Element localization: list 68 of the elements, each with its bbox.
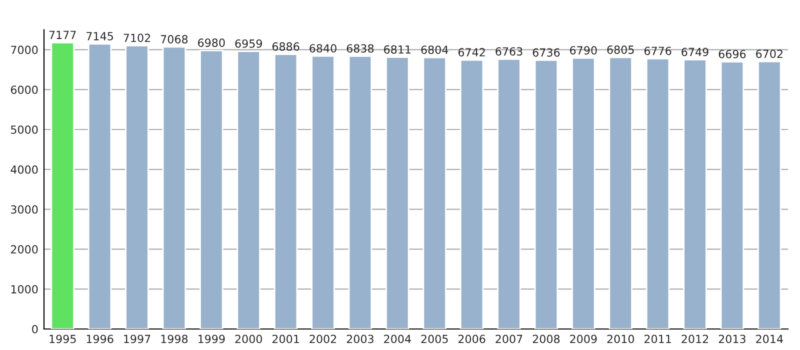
data-label: 6702 [756,50,782,58]
data-label: 6980 [198,38,225,47]
bar [386,56,410,329]
bar [683,59,707,329]
x-tick-label: 1997 [124,334,150,344]
bar [758,60,782,329]
x-tick-label: 2007 [496,334,522,344]
y-tick-label: 3000 [11,205,38,214]
data-label: 6749 [682,48,708,56]
data-label: 6736 [532,48,560,57]
data-label: 7177 [49,30,76,39]
bar [50,42,74,329]
x-tick-label: 2006 [458,334,486,344]
x-tick-label: 2012 [682,334,708,344]
y-tick-label: 2000 [10,245,38,254]
bar [162,46,186,329]
x-tick-label: 2010 [607,334,634,344]
data-label: 6805 [607,46,634,54]
x-tick-label: 2004 [384,334,411,344]
x-tick-label: 2005 [421,334,448,344]
data-label: 6838 [346,44,374,53]
data-label: 7102 [124,34,150,42]
bar [460,59,484,329]
x-tick-label: 2013 [718,334,746,344]
bar [348,55,372,329]
data-label: 7145 [86,32,113,40]
y-tick-label: 0 [32,324,38,334]
y-tick-label: 5000 [11,125,38,134]
y-tick-label: 7000 [11,46,38,54]
bar [274,54,298,329]
bar [608,56,632,329]
x-tick-label: 2008 [532,334,560,344]
x-tick-label: 1998 [161,334,188,344]
bar [720,61,744,329]
data-label: 6696 [718,50,746,58]
x-tick-label: 2003 [346,334,374,344]
bar [422,56,446,329]
x-tick-label: 2002 [310,334,336,344]
bar [311,55,335,329]
data-label: 6763 [496,47,522,56]
bar [646,58,670,329]
data-label: 6742 [458,48,485,56]
y-tick-label: 4000 [10,165,38,174]
data-label: 6811 [384,45,411,54]
data-label: 6959 [235,39,262,48]
data-label: 6790 [570,46,597,55]
x-tick-label: 2001 [272,334,299,344]
x-tick-label: 1999 [198,334,225,344]
bar [125,44,149,329]
x-tick-label: 2011 [644,334,671,344]
y-tick-label: 1000 [11,285,38,294]
x-tick-label: 2009 [570,334,597,344]
data-label: 6804 [421,46,448,54]
bar [497,58,521,329]
bar [200,50,224,329]
x-tick-label: 1996 [86,334,114,344]
x-tick-label: 2000 [235,334,262,344]
bar [534,60,558,329]
data-label: 6776 [644,46,672,56]
x-tick-label: 1995 [50,334,76,344]
data-label: 6886 [272,42,300,51]
data-label: 7068 [160,35,188,44]
bar [236,50,260,329]
y-tick-label: 6000 [10,86,38,94]
bar [88,43,112,329]
data-label: 6840 [310,44,336,53]
bar [572,57,596,329]
x-tick-label: 2014 [756,334,783,344]
